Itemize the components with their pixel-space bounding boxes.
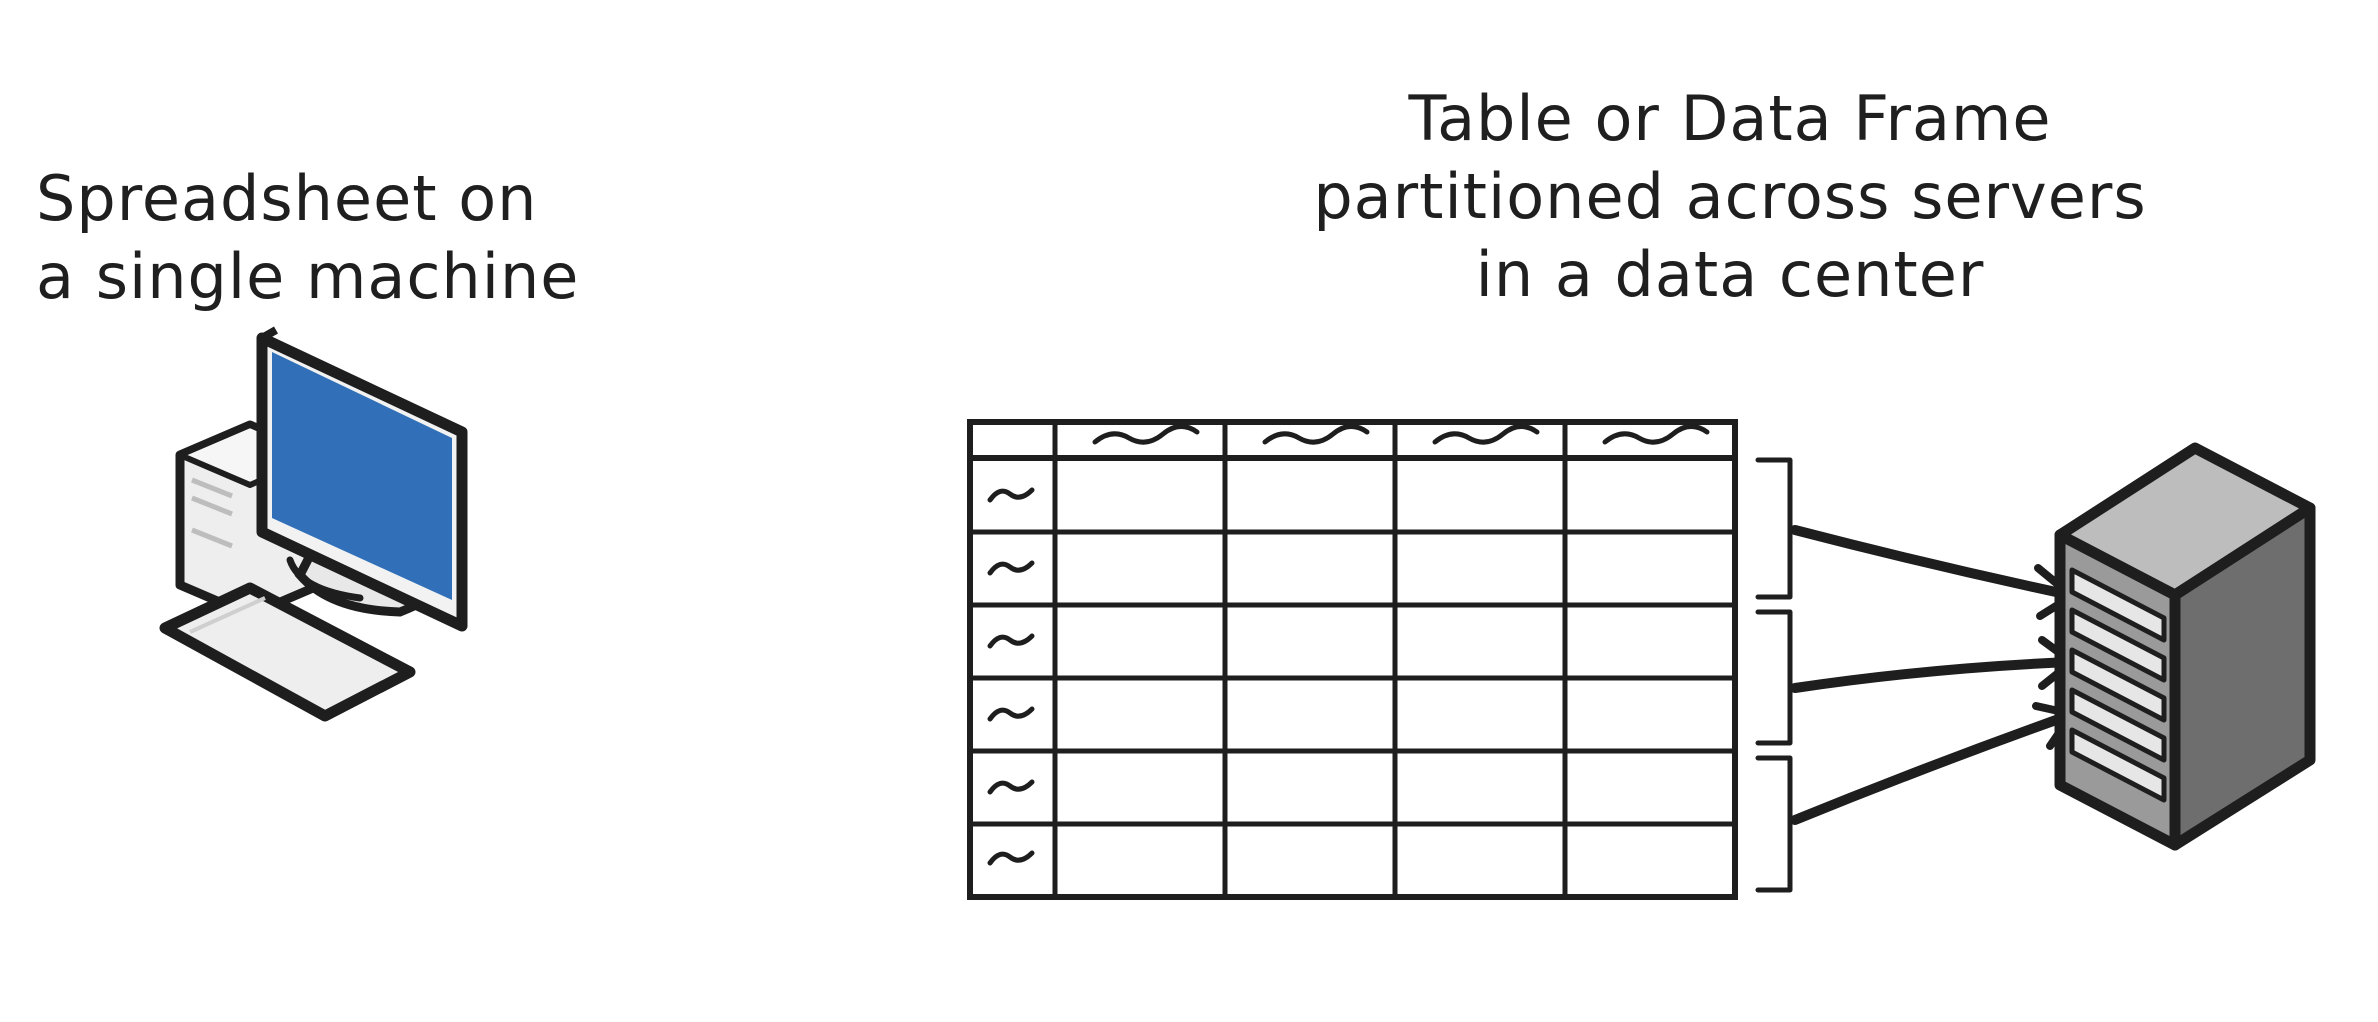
arrow-partition-3	[1790, 702, 2076, 825]
keyboard	[159, 582, 416, 722]
row-label-5	[987, 779, 1035, 795]
row-label-6	[987, 850, 1035, 866]
row-label-4	[987, 706, 1035, 722]
dataframe-caption-line-3: in a data center	[1475, 238, 1985, 311]
partition-brackets	[1755, 457, 1793, 893]
header-label-4	[1602, 424, 1710, 445]
partition-bracket-1	[1755, 457, 1793, 600]
spreadsheet-caption-line-1: Spreadsheet on	[36, 162, 538, 235]
header-label-2	[1262, 424, 1370, 445]
arrow-partition-1	[1790, 525, 2076, 620]
data-frame-table	[967, 419, 1738, 900]
dataframe-caption-line-1: Table or Data Frame	[1408, 82, 2052, 155]
row-label-2	[987, 560, 1035, 576]
row-label-1	[987, 487, 1035, 503]
monitor	[256, 326, 468, 632]
row-label-3	[987, 633, 1035, 649]
server-rack-icon	[2054, 442, 2316, 851]
spreadsheet-caption: Spreadsheet on a single machine	[36, 160, 656, 316]
dataframe-caption: Table or Data Frame partitioned across s…	[1180, 80, 2280, 314]
desktop-computer-icon	[159, 326, 468, 722]
arrow-partition-2	[1790, 636, 2076, 693]
partition-bracket-3	[1755, 755, 1793, 893]
header-label-3	[1432, 424, 1540, 445]
spreadsheet-caption-line-2: a single machine	[36, 240, 580, 313]
partition-bracket-2	[1755, 609, 1793, 746]
partition-arrows	[1790, 525, 2076, 825]
header-label-1	[1092, 424, 1200, 445]
monitor-screen	[272, 352, 452, 600]
table-border	[967, 419, 1738, 900]
server-drive-bays	[2069, 567, 2167, 803]
dataframe-caption-line-2: partitioned across servers	[1313, 160, 2147, 233]
row-index-labels	[987, 487, 1035, 866]
header-column-labels	[1092, 424, 1710, 445]
